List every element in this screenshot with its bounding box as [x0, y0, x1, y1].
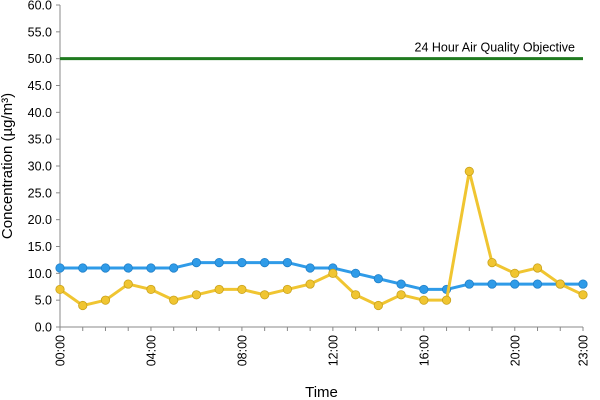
- data-point: [510, 268, 520, 278]
- x-tick-label: 08:00: [235, 335, 249, 366]
- y-tick-label: 30.0: [28, 160, 52, 174]
- series-2: [55, 166, 588, 311]
- data-point: [123, 279, 133, 289]
- y-tick-label: 20.0: [28, 213, 52, 227]
- data-point: [464, 166, 474, 176]
- y-tick-label: 5.0: [35, 294, 52, 308]
- data-point: [260, 290, 270, 300]
- data-point: [441, 295, 452, 305]
- data-point: [487, 279, 497, 289]
- data-point: [237, 284, 247, 295]
- data-point: [532, 279, 543, 289]
- data-point: [396, 279, 406, 289]
- data-point: [373, 300, 383, 311]
- data-point: [419, 295, 429, 305]
- series-layer: [55, 166, 588, 311]
- y-tick-label: 60.0: [28, 0, 52, 13]
- y-tick-label: 35.0: [28, 133, 52, 147]
- data-point: [555, 279, 565, 289]
- y-tick-label: 40.0: [28, 106, 52, 120]
- data-point: [396, 290, 406, 300]
- y-tick-label: 55.0: [28, 25, 52, 39]
- data-point: [214, 284, 224, 295]
- data-point: [351, 268, 361, 278]
- data-point: [169, 263, 179, 273]
- x-tick-label: 20:00: [508, 335, 522, 366]
- data-point: [123, 263, 133, 273]
- data-point: [464, 279, 474, 289]
- y-tick-label: 25.0: [28, 186, 52, 200]
- y-tick-label: 50.0: [28, 52, 52, 66]
- y-axis-title: Concentration (µg/m³): [0, 93, 16, 239]
- data-point: [100, 263, 111, 273]
- x-tick-label: 12:00: [326, 335, 340, 366]
- data-point: [100, 295, 111, 305]
- data-point: [78, 300, 88, 311]
- data-point: [487, 257, 497, 268]
- x-tick-label: 00:00: [54, 335, 68, 366]
- data-point: [578, 279, 588, 289]
- x-axis-ticks: 00:00 04:00 08:00 12:00 16:00 20:00 23:00: [54, 327, 591, 366]
- y-tick-label: 15.0: [28, 240, 52, 254]
- data-point: [260, 257, 270, 268]
- data-point: [55, 263, 65, 273]
- y-tick-label: 10.0: [28, 267, 52, 281]
- y-tick-label: 0.0: [35, 321, 52, 335]
- data-point: [532, 263, 543, 273]
- data-point: [146, 284, 156, 295]
- data-point: [214, 257, 224, 268]
- data-point: [305, 263, 315, 273]
- data-point: [305, 279, 315, 289]
- x-tick-label: 04:00: [144, 335, 158, 366]
- data-point: [373, 274, 383, 284]
- data-point: [55, 284, 65, 295]
- data-point: [282, 257, 292, 268]
- data-point: [191, 290, 202, 300]
- data-point: [282, 284, 292, 295]
- x-axis-title: Time: [305, 384, 338, 400]
- data-point: [191, 257, 202, 268]
- data-point: [510, 279, 520, 289]
- series-1: [55, 257, 588, 295]
- y-tick-label: 45.0: [28, 79, 52, 93]
- objective-label: 24 Hour Air Quality Objective: [415, 41, 576, 55]
- x-tick-label: 23:00: [577, 335, 591, 366]
- data-point: [578, 290, 588, 300]
- data-point: [328, 268, 338, 278]
- data-point: [78, 263, 88, 273]
- x-tick-label: 16:00: [417, 335, 431, 366]
- data-point: [237, 257, 247, 268]
- data-point: [146, 263, 156, 273]
- data-point: [351, 290, 361, 300]
- data-point: [419, 284, 429, 295]
- y-axis-ticks: 0.0 5.0 10.0 15.0 20.0 25.0 30.0 35.0 40.0 45.0 50…: [28, 0, 60, 335]
- data-point: [169, 295, 179, 305]
